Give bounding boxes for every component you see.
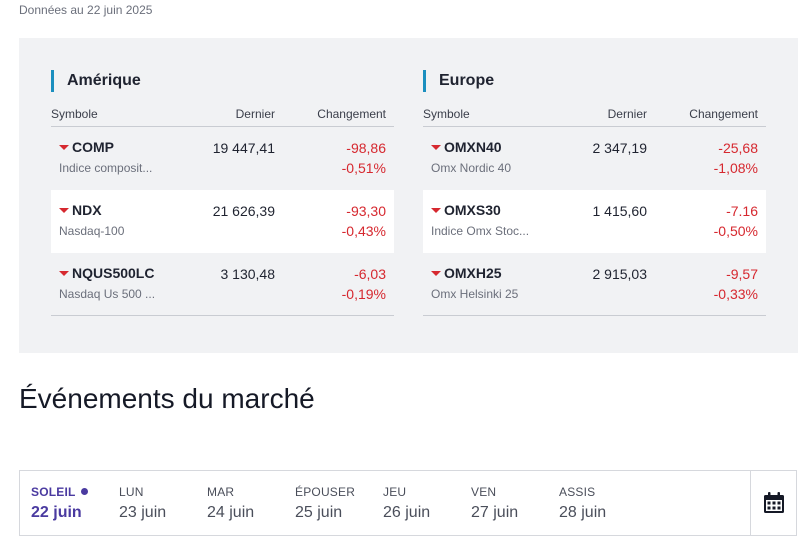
table-row[interactable]: COMP Indice composit... 19 447,41 -98,86…: [51, 127, 394, 190]
symbol-text: OMXN40: [444, 139, 502, 155]
column-change: Changement: [317, 107, 386, 121]
symbol-name: Nasdaq-100: [59, 224, 125, 238]
table-row[interactable]: OMXN40 Omx Nordic 40 2 347,19 -25,68 -1,…: [423, 127, 766, 190]
change-percent: -0,51%: [341, 160, 386, 176]
symbol-text: OMXS30: [444, 202, 501, 218]
day-name: LUN: [119, 485, 144, 499]
day-date: 23 juin: [119, 504, 167, 521]
calendar-button[interactable]: [750, 471, 796, 535]
change-value: -7.16: [726, 203, 758, 219]
day-name: VEN: [471, 485, 497, 499]
day-date: 28 juin: [559, 504, 607, 521]
column-header: Symbole Dernier Changement: [423, 105, 766, 127]
region-title: Amérique: [51, 70, 394, 92]
markets-panel: Amérique Symbole Dernier Changement COMP…: [19, 38, 798, 353]
calendar-icon: [763, 492, 784, 513]
symbol-text: COMP: [72, 139, 114, 155]
day-name: MAR: [207, 485, 235, 499]
down-arrow-icon: [431, 270, 441, 276]
last-price: 2 347,19: [592, 140, 648, 156]
symbol-name: Indice composit...: [59, 161, 153, 175]
column-change: Changement: [689, 107, 758, 121]
symbol-link[interactable]: OMXH25: [431, 265, 502, 281]
day-tab-thursday[interactable]: JEU 26 juin: [383, 471, 471, 535]
day-tab-wednesday[interactable]: ÉPOUSER 25 juin: [295, 471, 383, 535]
down-arrow-icon: [431, 144, 441, 150]
column-symbol: Symbole: [51, 107, 98, 121]
day-date: 22 juin: [31, 504, 82, 521]
down-arrow-icon: [431, 207, 441, 213]
change-percent: -0,33%: [713, 286, 758, 302]
symbol-name: Omx Helsinki 25: [431, 287, 519, 301]
down-arrow-icon: [59, 270, 69, 276]
symbol-link[interactable]: OMXS30: [431, 202, 501, 218]
change-value: -9,57: [726, 266, 758, 282]
region-america: Amérique Symbole Dernier Changement COMP…: [51, 70, 394, 316]
region-title: Europe: [423, 70, 766, 92]
last-price: 21 626,39: [212, 203, 275, 219]
change-percent: -0,19%: [341, 286, 386, 302]
table-row[interactable]: OMXH25 Omx Helsinki 25 2 915,03 -9,57 -0…: [423, 253, 766, 316]
events-calendar-strip: SOLEIL 22 juin LUN 23 juin MAR 24 juin É…: [19, 470, 797, 536]
table-row[interactable]: OMXS30 Indice Omx Stoc... 1 415,60 -7.16…: [423, 190, 766, 253]
column-last: Dernier: [235, 107, 275, 121]
down-arrow-icon: [59, 207, 69, 213]
last-price: 2 915,03: [592, 266, 648, 282]
change-value: -25,68: [718, 140, 758, 156]
change-value: -6,03: [354, 266, 386, 282]
change-percent: -1,08%: [713, 160, 758, 176]
last-price: 3 130,48: [220, 266, 276, 282]
day-tab-saturday[interactable]: ASSIS 28 juin: [559, 471, 647, 535]
day-name: ÉPOUSER: [295, 485, 356, 499]
today-dot-icon: [80, 488, 88, 495]
last-price: 1 415,60: [592, 203, 648, 219]
day-name-text: SOLEIL: [31, 485, 76, 499]
symbol-name: Indice Omx Stoc...: [431, 224, 530, 238]
symbol-text: OMXH25: [444, 265, 502, 281]
symbol-link[interactable]: OMXN40: [431, 139, 502, 155]
data-date: Données au 22 juin 2025: [19, 3, 153, 17]
day-name: JEU: [383, 485, 407, 499]
day-name: ASSIS: [559, 485, 596, 499]
symbol-name: Omx Nordic 40: [431, 161, 512, 175]
day-date: 27 juin: [471, 504, 519, 521]
symbol-name: Nasdaq Us 500 ...: [59, 287, 156, 301]
day-name: SOLEIL: [31, 485, 88, 499]
column-symbol: Symbole: [423, 107, 470, 121]
table-row[interactable]: NDX Nasdaq-100 21 626,39 -93,30 -0,43%: [51, 190, 394, 253]
down-arrow-icon: [59, 144, 69, 150]
day-tab-sunday[interactable]: SOLEIL 22 juin: [31, 471, 119, 535]
symbol-text: NQUS500LC: [72, 265, 155, 281]
change-value: -93,30: [346, 203, 386, 219]
page-title: Événements du marché: [19, 383, 315, 414]
day-tab-monday[interactable]: LUN 23 juin: [119, 471, 207, 535]
region-europe: Europe Symbole Dernier Changement OMXN40…: [423, 70, 766, 316]
column-header: Symbole Dernier Changement: [51, 105, 394, 127]
day-date: 25 juin: [295, 504, 343, 521]
last-price: 19 447,41: [212, 140, 275, 156]
day-tab-tuesday[interactable]: MAR 24 juin: [207, 471, 295, 535]
day-date: 24 juin: [207, 504, 255, 521]
change-percent: -0,43%: [341, 223, 386, 239]
change-percent: -0,50%: [713, 223, 758, 239]
symbol-link[interactable]: NDX: [59, 202, 102, 218]
symbol-link[interactable]: COMP: [59, 139, 114, 155]
column-last: Dernier: [607, 107, 647, 121]
day-tab-friday[interactable]: VEN 27 juin: [471, 471, 559, 535]
day-date: 26 juin: [383, 504, 431, 521]
change-value: -98,86: [346, 140, 386, 156]
symbol-text: NDX: [72, 202, 102, 218]
table-row[interactable]: NQUS500LC Nasdaq Us 500 ... 3 130,48 -6,…: [51, 253, 394, 316]
symbol-link[interactable]: NQUS500LC: [59, 265, 154, 281]
